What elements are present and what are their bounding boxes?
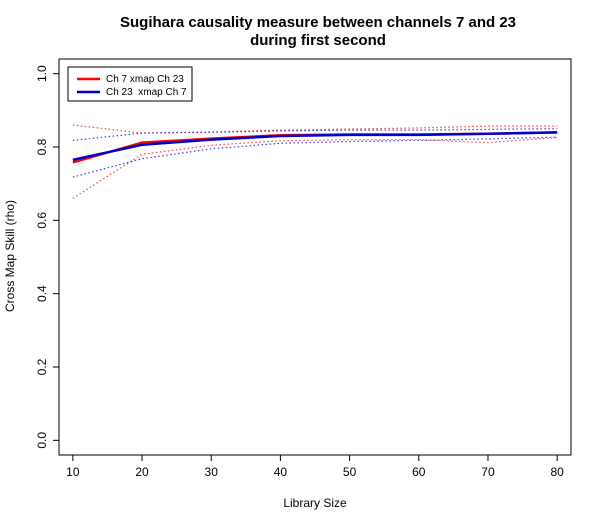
x-tick-label: 30 [205,465,219,479]
x-axis: 10 20 30 40 50 60 70 80 [66,455,564,479]
y-tick-label: 0.4 [35,285,49,302]
legend-label-ch23: Ch 23 xmap Ch 7 [106,87,187,98]
series-1-upper-band [72,128,558,141]
plot-frame [58,58,572,456]
confidence-bands [72,124,558,199]
x-axis-label: Library Size [283,496,347,510]
x-tick-label: 40 [274,465,288,479]
x-tick-label: 20 [135,465,149,479]
series-0-lower-band [72,136,558,199]
legend-box [67,66,193,102]
series-0-line [72,131,558,164]
x-tick-label: 70 [481,465,495,479]
series-1-lower-band [72,136,558,178]
legend: Ch 7 xmap Ch 23 Ch 23 xmap Ch 7 [67,66,193,102]
y-tick-label: 0.2 [35,358,49,375]
chart-title-line-1: Sugihara causality measure between chann… [120,14,516,31]
series-lines [72,131,558,164]
y-tick-label: 0.8 [35,138,49,155]
y-axis-label: Cross Map Skill (rho) [3,200,17,312]
x-tick-label: 60 [412,465,426,479]
x-tick-label: 80 [550,465,564,479]
series-1-line [72,131,558,162]
y-axis: 0.0 0.2 0.4 0.6 0.8 1.0 [35,65,59,449]
x-tick-label: 50 [343,465,357,479]
x-tick-label: 10 [66,465,80,479]
legend-label-ch7: Ch 7 xmap Ch 23 [106,74,184,85]
chart-title-line-2: during first second [250,32,386,49]
y-tick-label: 1.0 [35,65,49,82]
y-tick-label: 0.0 [35,432,49,449]
y-tick-label: 0.6 [35,212,49,229]
